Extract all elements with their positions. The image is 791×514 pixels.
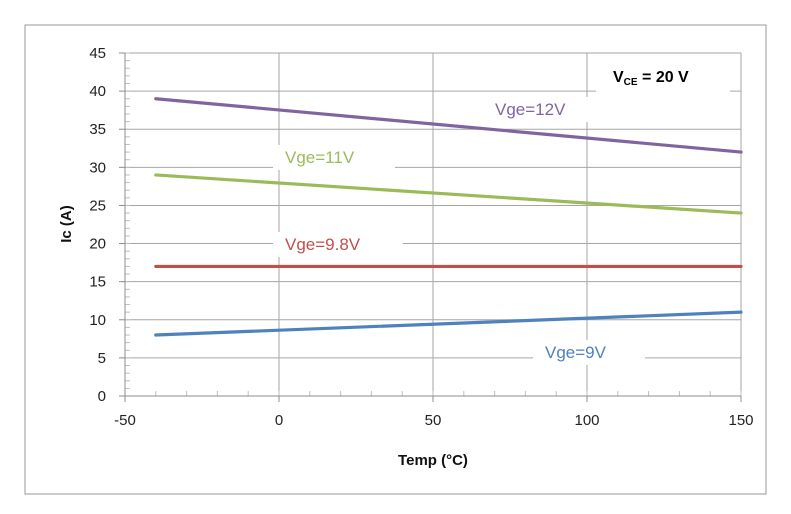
x-tick-label: 150 bbox=[728, 412, 753, 429]
y-axis-title: Ic (A) bbox=[58, 205, 75, 243]
y-tick-label: 20 bbox=[89, 236, 106, 253]
x-axis-title: Temp (°C) bbox=[398, 452, 468, 469]
vce-annotation-bg bbox=[596, 60, 730, 92]
series-lines bbox=[154, 97, 743, 337]
minor-ticks bbox=[124, 52, 742, 397]
series-label-bg-vge-9v bbox=[533, 340, 645, 365]
y-tick-label: 10 bbox=[89, 312, 106, 329]
y-tick-label: 0 bbox=[98, 388, 106, 405]
series-label-vge-9-8v: Vge=9.8V bbox=[285, 235, 361, 254]
vce-annotation: VCE = 20 V bbox=[613, 69, 689, 88]
series-label-vge-12v: Vge=12V bbox=[495, 100, 566, 119]
series-line-vge-11v bbox=[154, 173, 743, 215]
vce-subscript: CE bbox=[624, 77, 638, 88]
vce-main: V bbox=[613, 69, 624, 86]
vce-rest: = 20 V bbox=[638, 69, 689, 86]
y-tick-labels: 0 5 10 15 20 25 30 35 40 45 bbox=[89, 45, 106, 405]
y-tick-label: 25 bbox=[89, 197, 106, 214]
x-tick-label: 0 bbox=[275, 412, 283, 429]
x-tick-label: -50 bbox=[114, 412, 136, 429]
axes bbox=[119, 52, 742, 402]
y-tick-label: 35 bbox=[89, 121, 106, 138]
y-tick-label: 15 bbox=[89, 274, 106, 291]
series-label-vge-11v: Vge=11V bbox=[285, 148, 355, 167]
x-tick-labels: -50 0 50 100 150 bbox=[114, 412, 753, 429]
series-label-bg-vge-11v bbox=[273, 145, 395, 170]
series-label-bg-vge-9-8v bbox=[273, 232, 403, 257]
x-tick-label: 50 bbox=[425, 412, 442, 429]
y-tick-label: 40 bbox=[89, 83, 106, 100]
y-tick-label: 5 bbox=[98, 350, 106, 367]
series-line-vge-12v bbox=[154, 97, 743, 154]
series-label-vge-9v: Vge=9V bbox=[545, 343, 607, 362]
series-labels: Vge=12V Vge=11V Vge=9.8V Vge=9V bbox=[273, 97, 645, 365]
series-label-bg-vge-12v bbox=[483, 97, 605, 122]
series-line-vge-9v bbox=[154, 310, 743, 337]
y-tick-label: 30 bbox=[89, 159, 106, 176]
y-tick-label: 45 bbox=[89, 45, 106, 62]
outer-border bbox=[24, 24, 767, 495]
x-tick-label: 100 bbox=[574, 412, 599, 429]
